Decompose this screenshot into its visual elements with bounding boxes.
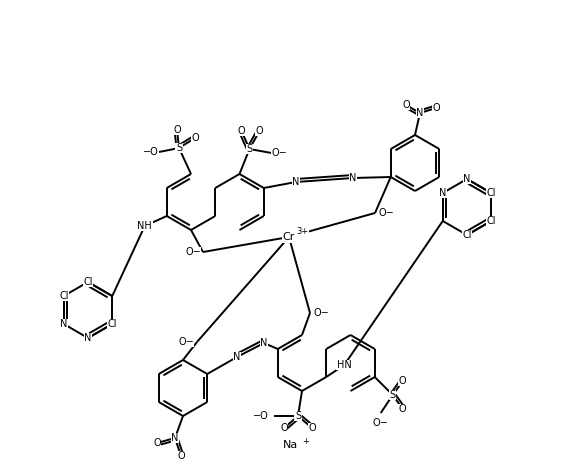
Text: Cr: Cr xyxy=(283,232,295,242)
Text: N: N xyxy=(439,188,446,198)
Text: Cl: Cl xyxy=(59,291,69,301)
Text: N: N xyxy=(260,338,268,348)
Text: −O: −O xyxy=(143,147,159,157)
Text: S: S xyxy=(390,390,396,400)
Text: S: S xyxy=(246,144,253,154)
Text: Cl: Cl xyxy=(487,188,496,198)
Text: O: O xyxy=(191,133,199,143)
Text: O: O xyxy=(153,438,161,448)
Text: O: O xyxy=(399,404,406,414)
Text: O−: O− xyxy=(272,148,287,158)
Text: O: O xyxy=(177,451,185,461)
Text: Cl: Cl xyxy=(108,319,117,329)
Text: +: + xyxy=(302,437,309,446)
Text: O−: O− xyxy=(178,337,194,347)
Text: O−: O− xyxy=(373,418,388,428)
Text: O: O xyxy=(399,376,406,386)
Text: −O: −O xyxy=(253,411,269,421)
Text: N: N xyxy=(349,173,357,183)
Text: N: N xyxy=(464,174,470,184)
Text: 3+: 3+ xyxy=(296,227,308,235)
Text: O−: O− xyxy=(378,208,394,218)
Text: HN: HN xyxy=(337,360,351,370)
Text: N: N xyxy=(292,177,299,187)
Text: O: O xyxy=(280,423,288,433)
Text: Cl: Cl xyxy=(462,230,472,240)
Text: S: S xyxy=(176,143,182,153)
Text: N: N xyxy=(60,319,68,329)
Text: NH: NH xyxy=(138,221,152,231)
Text: N: N xyxy=(234,352,240,362)
Text: Cl: Cl xyxy=(487,216,496,226)
Text: S: S xyxy=(295,411,301,421)
Text: O: O xyxy=(402,100,410,110)
Text: O: O xyxy=(255,126,264,136)
Text: O−: O− xyxy=(313,308,329,318)
Text: O: O xyxy=(308,423,316,433)
Text: Cl: Cl xyxy=(83,277,92,287)
Text: N: N xyxy=(84,333,92,343)
Text: Na: Na xyxy=(283,440,298,450)
Text: N: N xyxy=(416,108,424,118)
Text: O−: O− xyxy=(186,247,201,257)
Text: O: O xyxy=(238,126,245,136)
Text: O: O xyxy=(432,103,440,113)
Text: N: N xyxy=(171,433,179,443)
Text: O: O xyxy=(173,125,181,135)
